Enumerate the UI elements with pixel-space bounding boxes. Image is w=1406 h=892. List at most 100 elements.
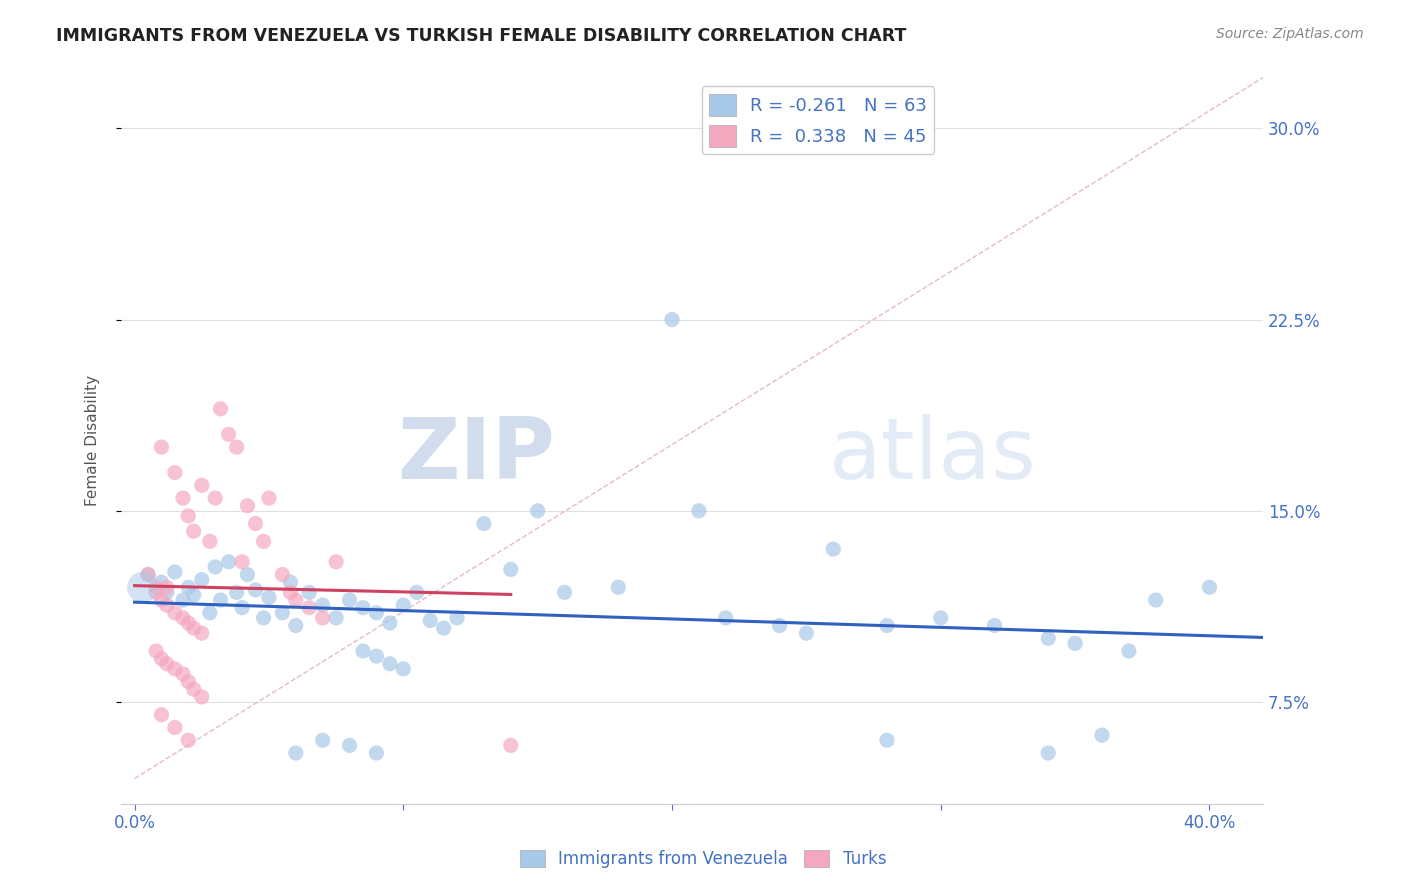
Point [204, 491, 226, 505]
Point [280, 585, 302, 599]
Point [499, 562, 522, 576]
Point [714, 611, 737, 625]
Point [231, 555, 253, 569]
Legend: Immigrants from Venezuela, Turks: Immigrants from Venezuela, Turks [513, 843, 893, 875]
Point [177, 580, 200, 594]
Point [209, 401, 232, 416]
Point [876, 618, 898, 632]
Point [198, 606, 221, 620]
Point [311, 598, 333, 612]
Point [136, 567, 159, 582]
Point [298, 600, 321, 615]
Point [172, 611, 194, 625]
Point [225, 440, 247, 454]
Point [136, 567, 159, 582]
Point [419, 614, 441, 628]
Point [150, 651, 173, 665]
Point [1198, 580, 1220, 594]
Point [183, 621, 205, 635]
Point [156, 598, 179, 612]
Point [204, 560, 226, 574]
Point [1064, 636, 1087, 650]
Point [163, 721, 186, 735]
Point [378, 615, 401, 630]
Text: atlas: atlas [830, 414, 1038, 497]
Point [339, 593, 361, 607]
Point [366, 606, 388, 620]
Point [876, 733, 898, 747]
Point [177, 674, 200, 689]
Point [378, 657, 401, 671]
Point [198, 534, 221, 549]
Point [172, 491, 194, 505]
Point [145, 580, 167, 594]
Point [163, 466, 186, 480]
Point [252, 534, 274, 549]
Point [245, 516, 267, 531]
Point [236, 567, 259, 582]
Point [339, 739, 361, 753]
Point [280, 575, 302, 590]
Point [366, 649, 388, 664]
Point [190, 478, 212, 492]
Point [526, 504, 548, 518]
Point [298, 585, 321, 599]
Point [156, 585, 179, 599]
Point [284, 618, 307, 632]
Text: Source: ZipAtlas.com: Source: ZipAtlas.com [1216, 27, 1364, 41]
Point [392, 598, 415, 612]
Point [225, 585, 247, 599]
Point [661, 312, 683, 326]
Point [1038, 632, 1060, 646]
Point [177, 733, 200, 747]
Point [252, 611, 274, 625]
Point [271, 567, 294, 582]
Point [231, 600, 253, 615]
Point [1038, 746, 1060, 760]
Point [190, 690, 212, 704]
Point [145, 585, 167, 599]
Point [156, 580, 179, 594]
Point [177, 615, 200, 630]
Point [929, 611, 952, 625]
Point [257, 591, 280, 605]
Point [352, 644, 374, 658]
Point [150, 575, 173, 590]
Text: IMMIGRANTS FROM VENEZUELA VS TURKISH FEMALE DISABILITY CORRELATION CHART: IMMIGRANTS FROM VENEZUELA VS TURKISH FEM… [56, 27, 907, 45]
Point [183, 682, 205, 697]
Point [472, 516, 495, 531]
Point [325, 555, 347, 569]
Y-axis label: Female Disability: Female Disability [86, 376, 100, 507]
Point [446, 611, 468, 625]
Point [768, 618, 790, 632]
Point [983, 618, 1005, 632]
Point [433, 621, 456, 635]
Point [218, 427, 240, 442]
Point [150, 707, 173, 722]
Point [163, 565, 186, 579]
Point [177, 508, 200, 523]
Point [392, 662, 415, 676]
Point [183, 524, 205, 539]
Point [145, 644, 167, 658]
Point [190, 573, 212, 587]
Point [554, 585, 576, 599]
Point [352, 600, 374, 615]
Point [1118, 644, 1140, 658]
Point [311, 611, 333, 625]
Point [607, 580, 630, 594]
Point [284, 746, 307, 760]
Point [688, 504, 710, 518]
Point [163, 662, 186, 676]
Point [131, 580, 153, 594]
Point [1091, 728, 1114, 742]
Point [236, 499, 259, 513]
Point [796, 626, 818, 640]
Point [823, 542, 845, 557]
Point [172, 593, 194, 607]
Point [366, 746, 388, 760]
Point [150, 440, 173, 454]
Point [172, 667, 194, 681]
Point [150, 593, 173, 607]
Text: ZIP: ZIP [398, 414, 555, 497]
